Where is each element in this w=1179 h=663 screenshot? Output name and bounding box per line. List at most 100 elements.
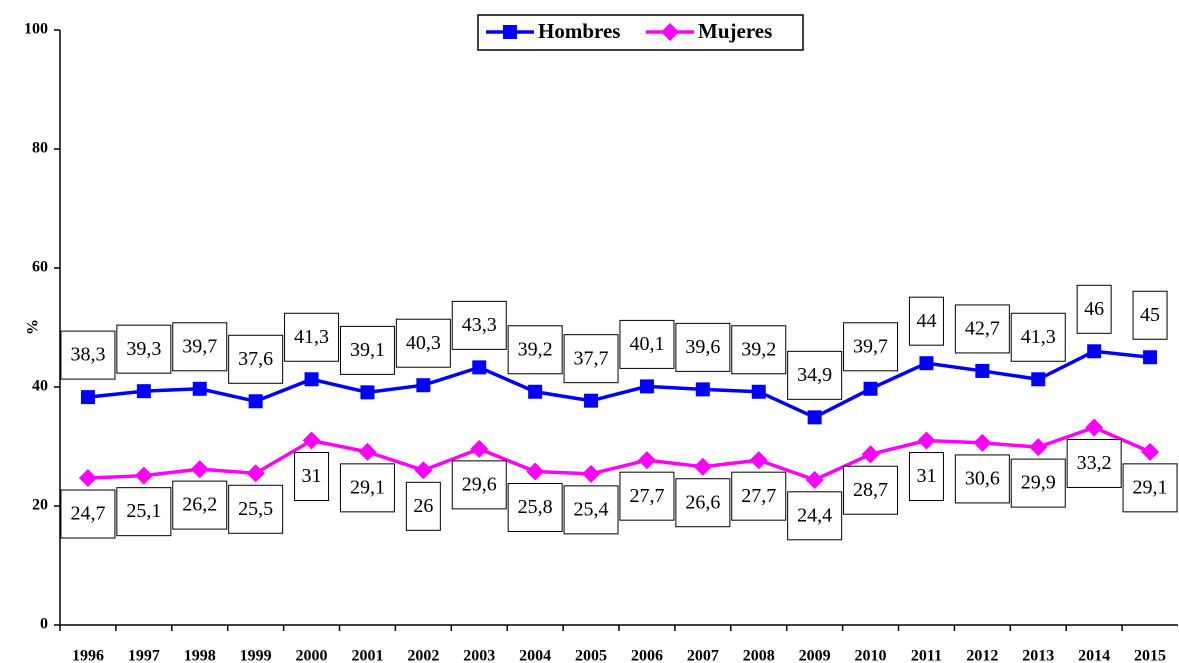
data-label-box bbox=[451, 300, 507, 350]
data-label: 29,6 bbox=[462, 473, 497, 495]
marker bbox=[749, 451, 768, 470]
y-tick-label: 100 bbox=[24, 21, 48, 38]
data-label: 27,7 bbox=[741, 485, 776, 507]
marker bbox=[470, 439, 489, 458]
data-label: 25,4 bbox=[574, 498, 609, 520]
data-label-box bbox=[294, 452, 330, 502]
data-label-box bbox=[116, 487, 172, 537]
legend-label: Hombres bbox=[538, 19, 620, 43]
data-label-box bbox=[1066, 438, 1122, 488]
marker bbox=[582, 464, 601, 483]
data-label: 29,1 bbox=[1133, 476, 1168, 498]
data-label-box bbox=[228, 484, 284, 534]
data-label: 39,2 bbox=[518, 338, 553, 360]
x-tick-label: 1999 bbox=[240, 648, 272, 663]
x-tick-label: 1997 bbox=[128, 648, 160, 663]
data-label-box bbox=[405, 481, 441, 531]
data-label-box bbox=[731, 471, 787, 521]
data-label-box bbox=[507, 325, 563, 375]
marker bbox=[584, 393, 599, 408]
data-label-box bbox=[228, 334, 284, 384]
data-label: 39,1 bbox=[350, 339, 385, 361]
data-label-box bbox=[731, 325, 787, 375]
data-label-box bbox=[116, 324, 172, 374]
y-tick-label: 60 bbox=[32, 259, 48, 276]
data-label-box bbox=[1132, 290, 1168, 340]
x-tick-label: 2013 bbox=[1022, 648, 1054, 663]
marker bbox=[695, 382, 710, 397]
marker bbox=[503, 25, 517, 39]
data-label: 34,9 bbox=[797, 364, 832, 386]
data-label: 45 bbox=[1140, 304, 1160, 326]
marker bbox=[861, 445, 880, 464]
marker bbox=[416, 378, 431, 393]
marker bbox=[528, 384, 543, 399]
data-label: 37,6 bbox=[238, 348, 273, 370]
y-tick-label: 80 bbox=[32, 140, 48, 157]
x-tick-label: 2014 bbox=[1078, 648, 1110, 663]
data-label: 40,1 bbox=[629, 333, 664, 355]
x-tick-label: 2006 bbox=[631, 648, 663, 663]
marker bbox=[1029, 438, 1048, 457]
data-label-box bbox=[787, 491, 843, 541]
marker bbox=[639, 379, 654, 394]
data-label: 25,5 bbox=[238, 498, 273, 520]
data-label-box bbox=[954, 304, 1010, 354]
data-label-box bbox=[395, 318, 451, 368]
data-label-box bbox=[60, 330, 116, 380]
marker bbox=[805, 470, 824, 489]
marker bbox=[248, 394, 263, 409]
marker bbox=[80, 390, 95, 405]
marker bbox=[1143, 350, 1158, 365]
marker bbox=[637, 451, 656, 470]
data-label: 33,2 bbox=[1077, 452, 1112, 474]
data-label-box bbox=[451, 460, 507, 510]
data-label: 39,3 bbox=[126, 338, 161, 360]
data-label: 24,4 bbox=[797, 504, 832, 526]
data-label: 39,6 bbox=[685, 336, 720, 358]
data-label-box bbox=[507, 482, 563, 532]
data-label: 28,7 bbox=[853, 479, 888, 501]
marker bbox=[1085, 418, 1104, 437]
marker bbox=[919, 356, 934, 371]
data-label: 25,8 bbox=[518, 496, 553, 518]
x-tick-label: 1996 bbox=[72, 648, 104, 663]
x-tick-label: 2011 bbox=[911, 648, 942, 663]
data-label-box bbox=[172, 322, 228, 372]
x-tick-label: 2000 bbox=[296, 648, 328, 663]
data-label: 26 bbox=[413, 495, 433, 517]
data-label: 24,7 bbox=[70, 503, 105, 525]
data-label-box bbox=[339, 463, 395, 513]
data-label-box bbox=[563, 334, 619, 384]
data-label-box bbox=[908, 452, 944, 502]
data-label: 31 bbox=[302, 465, 322, 487]
data-label: 46 bbox=[1084, 298, 1104, 320]
series-line bbox=[87, 349, 1151, 420]
marker bbox=[526, 462, 545, 481]
marker bbox=[358, 442, 377, 461]
data-label: 39,2 bbox=[741, 338, 776, 360]
x-tick-label: 2009 bbox=[799, 648, 831, 663]
marker bbox=[1031, 372, 1046, 387]
data-label: 39,7 bbox=[182, 335, 217, 357]
data-label-box bbox=[339, 325, 395, 375]
x-tick-label: 2010 bbox=[855, 648, 887, 663]
y-tick-label: 40 bbox=[32, 378, 48, 395]
data-label: 39,7 bbox=[853, 335, 888, 357]
marker bbox=[246, 464, 265, 483]
data-label-box bbox=[954, 454, 1010, 504]
legend-label: Mujeres bbox=[698, 19, 772, 43]
data-label: 41,3 bbox=[1021, 326, 1056, 348]
y-axis-label: % bbox=[25, 319, 42, 335]
data-label: 42,7 bbox=[965, 318, 1000, 340]
data-label: 38,3 bbox=[70, 344, 105, 366]
data-label: 27,7 bbox=[629, 485, 664, 507]
x-tick-label: 2005 bbox=[575, 648, 607, 663]
data-label-box bbox=[675, 322, 731, 372]
x-tick-label: 2001 bbox=[351, 648, 383, 663]
y-tick-label: 0 bbox=[40, 616, 48, 633]
data-label-box bbox=[1010, 312, 1066, 362]
marker bbox=[192, 381, 207, 396]
data-label-box bbox=[619, 319, 675, 369]
